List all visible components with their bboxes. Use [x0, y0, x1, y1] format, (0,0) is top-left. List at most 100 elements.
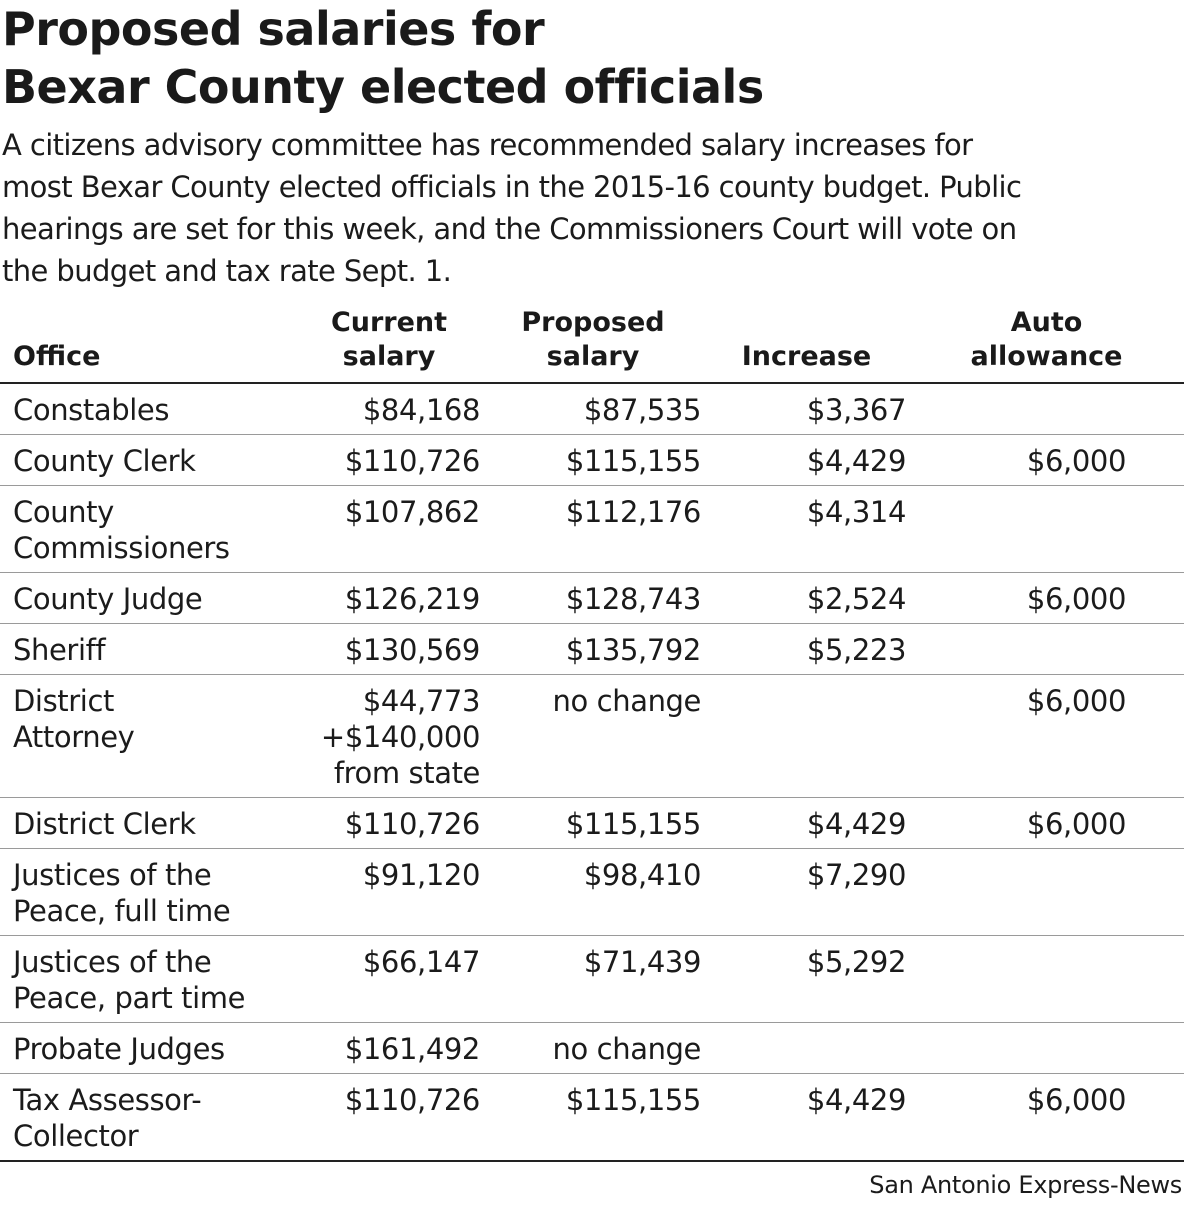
- chart-title: Proposed salaries for Bexar County electe…: [2, 0, 1182, 116]
- header-text: salary: [546, 341, 640, 372]
- col-header-office: Office: [0, 300, 296, 384]
- cell-proposed-salary: $135,792: [482, 623, 704, 675]
- subtitle-line: most Bexar County elected officials in t…: [2, 170, 1022, 204]
- cell-text: $6,000: [1026, 807, 1126, 841]
- subtitle-line: hearings are set for this week, and the …: [2, 212, 1017, 246]
- cell-office: County Judge: [0, 572, 296, 624]
- chart-subtitle: A citizens advisory committee has recomm…: [2, 124, 1182, 292]
- cell-proposed-salary: $112,176: [482, 485, 704, 573]
- cell-current-salary: $130,569: [296, 623, 482, 675]
- col-header-increase: Increase: [704, 300, 909, 384]
- source-credit: San Antonio Express-News: [869, 1171, 1182, 1199]
- cell-text: $6,000: [1026, 582, 1126, 616]
- cell-text: Commissioners: [13, 531, 230, 565]
- cell-text: $66,147: [362, 945, 481, 979]
- cell-proposed-salary: $115,155: [482, 1073, 704, 1162]
- cell-auto-allowance: [909, 935, 1184, 1023]
- cell-auto-allowance: $6,000: [909, 1073, 1184, 1162]
- cell-text: $115,155: [565, 444, 702, 478]
- header-text: salary: [342, 341, 436, 372]
- cell-text: $4,429: [806, 444, 906, 478]
- cell-increase: $7,290: [704, 848, 909, 936]
- table-row: County Judge $126,219 $128,743 $2,524 $6,000: [0, 572, 1184, 624]
- cell-text: $4,429: [806, 807, 906, 841]
- cell-office: Probate Judges: [0, 1022, 296, 1074]
- table-row: Justices of the Peace, part time $66,147 $7…: [0, 935, 1184, 1023]
- subtitle-line: A citizens advisory committee has recomm…: [2, 128, 973, 162]
- cell-text: $5,223: [806, 633, 906, 667]
- cell-text: $126,219: [344, 582, 481, 616]
- cell-office: District Attorney: [0, 674, 296, 798]
- cell-text: $91,120: [362, 858, 481, 892]
- header-text: Current: [330, 307, 448, 338]
- table-body: Constables $84,168 $87,535 $3,367 County Cle…: [0, 383, 1184, 1162]
- cell-text: $6,000: [1026, 444, 1126, 478]
- cell-text: $84,168: [362, 393, 481, 427]
- cell-text: $6,000: [1026, 1083, 1126, 1117]
- cell-text: County Judge: [13, 582, 203, 616]
- cell-office: County Commissioners: [0, 485, 296, 573]
- cell-increase: $4,429: [704, 797, 909, 849]
- cell-auto-allowance: $6,000: [909, 572, 1184, 624]
- cell-proposed-salary: $71,439: [482, 935, 704, 1023]
- cell-text: $112,176: [565, 495, 702, 529]
- table-row: County Clerk $110,726 $115,155 $4,429 $6,000: [0, 434, 1184, 486]
- salary-table: Office Current salary Proposed salary Increas…: [0, 300, 1184, 1162]
- cell-text: $71,439: [583, 945, 702, 979]
- cell-text: Probate Judges: [13, 1032, 225, 1066]
- cell-office: Justices of the Peace, full time: [0, 848, 296, 936]
- cell-text: County Clerk: [13, 444, 196, 478]
- cell-current-salary: $110,726: [296, 797, 482, 849]
- cell-text: $115,155: [565, 807, 702, 841]
- cell-auto-allowance: [909, 485, 1184, 573]
- cell-text: $87,535: [583, 393, 702, 427]
- cell-text: from state: [333, 756, 481, 790]
- cell-auto-allowance: $6,000: [909, 674, 1184, 798]
- cell-text: $130,569: [344, 633, 481, 667]
- cell-current-salary: $66,147: [296, 935, 482, 1023]
- cell-text: Peace, full time: [13, 894, 231, 928]
- subtitle-line: the budget and tax rate Sept. 1.: [2, 254, 452, 288]
- cell-text: District Clerk: [13, 807, 196, 841]
- cell-text: $44,773: [362, 684, 481, 718]
- cell-increase: $4,314: [704, 485, 909, 573]
- cell-auto-allowance: [909, 848, 1184, 936]
- title-line: Proposed salaries for: [2, 2, 545, 56]
- cell-text: $2,524: [806, 582, 906, 616]
- cell-increase: $2,524: [704, 572, 909, 624]
- cell-text: $161,492: [344, 1032, 481, 1066]
- cell-text: $6,000: [1026, 684, 1126, 718]
- table-row: County Commissioners $107,862 $112,176 $4,31…: [0, 485, 1184, 573]
- table-row: District Attorney $44,773 +$140,000 from sta…: [0, 674, 1184, 798]
- cell-proposed-salary: $128,743: [482, 572, 704, 624]
- cell-text: Constables: [13, 393, 170, 427]
- cell-text: $128,743: [565, 582, 702, 616]
- cell-increase: [704, 674, 909, 798]
- cell-proposed-salary: $87,535: [482, 383, 704, 435]
- cell-text: $110,726: [344, 444, 481, 478]
- cell-increase: $4,429: [704, 1073, 909, 1162]
- cell-increase: [704, 1022, 909, 1074]
- cell-office: Constables: [0, 383, 296, 435]
- cell-text: Peace, part time: [13, 981, 246, 1015]
- cell-auto-allowance: $6,000: [909, 434, 1184, 486]
- cell-auto-allowance: [909, 383, 1184, 435]
- cell-text: +$140,000: [320, 720, 480, 754]
- cell-text: $135,792: [565, 633, 702, 667]
- cell-text: $5,292: [806, 945, 906, 979]
- cell-auto-allowance: $6,000: [909, 797, 1184, 849]
- cell-text: $110,726: [344, 807, 481, 841]
- cell-proposed-salary: no change: [482, 674, 704, 798]
- col-header-proposed-salary: Proposed salary: [482, 300, 704, 384]
- cell-text: $4,314: [806, 495, 906, 529]
- title-line: Bexar County elected officials: [2, 60, 764, 114]
- cell-proposed-salary: $115,155: [482, 434, 704, 486]
- cell-current-salary: $161,492: [296, 1022, 482, 1074]
- col-header-auto-allowance: Auto allowance: [909, 300, 1184, 384]
- cell-text: Justices of the: [13, 858, 212, 892]
- col-header-current-salary: Current salary: [296, 300, 482, 384]
- table-row: Sheriff $130,569 $135,792 $5,223: [0, 623, 1184, 675]
- table-row: Justices of the Peace, full time $91,120 $9…: [0, 848, 1184, 936]
- table-header: Office Current salary Proposed salary Increas…: [0, 300, 1184, 384]
